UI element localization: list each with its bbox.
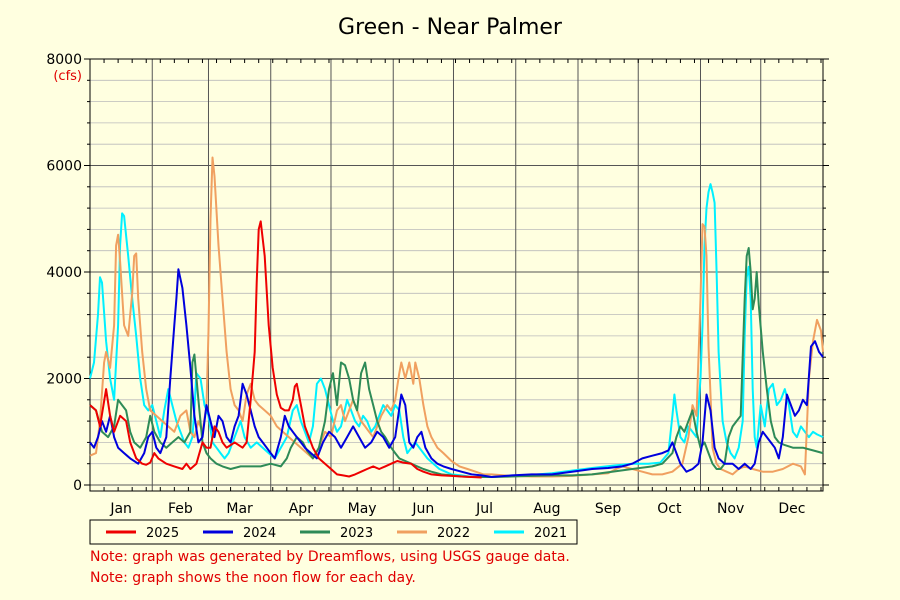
plot-area: 0 2000 4000 6000 8000(cfs) Jan Feb Mar Apr May Jun… [46,52,829,517]
y-tick-label: 0 [73,478,82,494]
y-tick-label: 6000 [46,159,82,175]
month-label: Dec [778,501,805,517]
month-label: Nov [717,501,744,517]
note-source: Note: graph was generated by Dreamflows,… [90,549,570,565]
legend: 2025 2024 2023 2022 2021 [89,519,578,545]
legend-label-2022: 2022 [437,526,470,541]
legend-label-2024: 2024 [243,526,276,541]
series-line-2023 [89,247,824,478]
series-line-2021 [89,183,824,478]
month-label: Oct [657,501,682,517]
month-label: Feb [168,501,193,517]
y-tick-label: 4000 [46,265,82,281]
legend-label-2021: 2021 [534,526,567,541]
month-label: May [348,501,377,517]
series-line-2022 [89,156,824,478]
note-noon-flow: Note: graph shows the noon flow for each… [90,570,416,586]
month-label: Apr [289,501,313,517]
legend-label-2023: 2023 [340,526,373,541]
month-label: Jul [475,501,493,517]
y-tick-label: 2000 [46,372,82,388]
series-line-2024 [89,268,824,478]
month-label: Jun [411,501,434,517]
legend-label-2025: 2025 [146,526,179,541]
chart-title: Green - Near Palmer [338,15,563,40]
series-line-2025 [89,220,482,479]
month-label: Jan [109,501,132,517]
month-label: Sep [595,501,622,517]
month-label: Mar [226,501,253,517]
month-label: Aug [533,501,560,517]
y-axis-label: (cfs) [53,69,82,84]
y-tick-label: 8000 [46,52,82,68]
plot-frame [89,58,824,492]
